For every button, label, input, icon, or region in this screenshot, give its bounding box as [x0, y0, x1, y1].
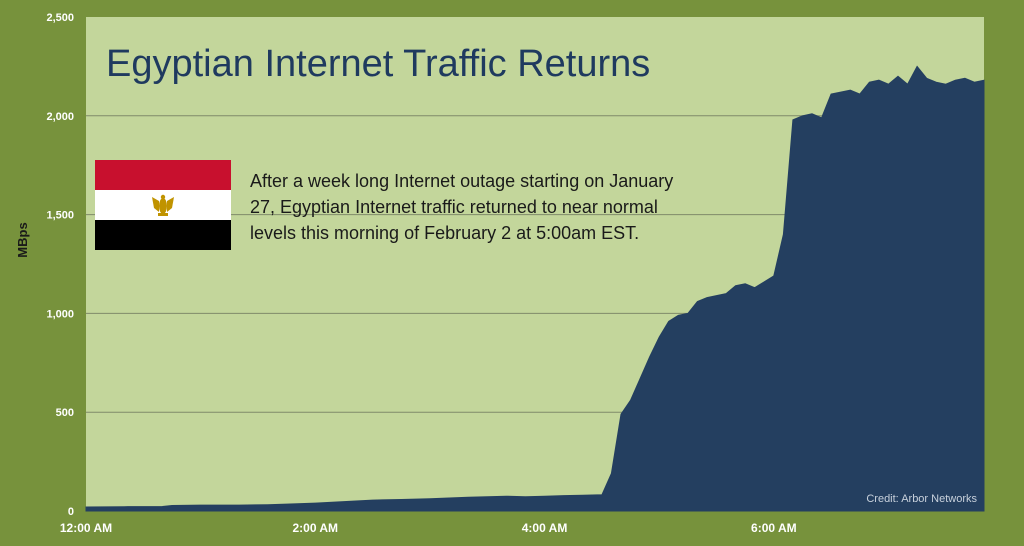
eagle-of-saladin-icon: [152, 194, 174, 216]
annotation-line: After a week long Internet outage starti…: [250, 171, 673, 191]
credit-text: Credit: Arbor Networks: [866, 493, 977, 505]
annotation: After a week long Internet outage starti…: [250, 171, 673, 243]
x-tick-label: 2:00 AM: [292, 521, 338, 535]
y-tick-label: 0: [68, 506, 74, 518]
chart-title: Egyptian Internet Traffic Returns: [106, 43, 650, 85]
y-tick-label: 2,000: [46, 111, 74, 123]
x-axis-ticks: 12:00 AM 2:00 AM 4:00 AM 6:00 AM: [60, 521, 797, 535]
egypt-flag: [95, 160, 231, 250]
series-area: [85, 65, 985, 512]
x-tick-label: 4:00 AM: [522, 521, 568, 535]
y-tick-label: 2,500: [46, 12, 74, 24]
area-series: [85, 65, 985, 512]
flag-red-stripe: [95, 160, 231, 190]
y-tick-label: 500: [56, 407, 74, 419]
x-tick-label: 6:00 AM: [751, 521, 797, 535]
x-tick-label: 12:00 AM: [60, 521, 112, 535]
flag-black-stripe: [95, 220, 231, 250]
y-axis-label: MBps: [15, 222, 30, 257]
y-tick-label: 1,000: [46, 308, 74, 320]
y-tick-label: 1,500: [46, 210, 74, 222]
annotation-line: levels this morning of February 2 at 5:0…: [250, 223, 639, 243]
annotation-line: 27, Egyptian Internet traffic returned t…: [250, 197, 658, 217]
y-axis-ticks: 0 500 1,000 1,500 2,000 2,500: [46, 12, 74, 518]
